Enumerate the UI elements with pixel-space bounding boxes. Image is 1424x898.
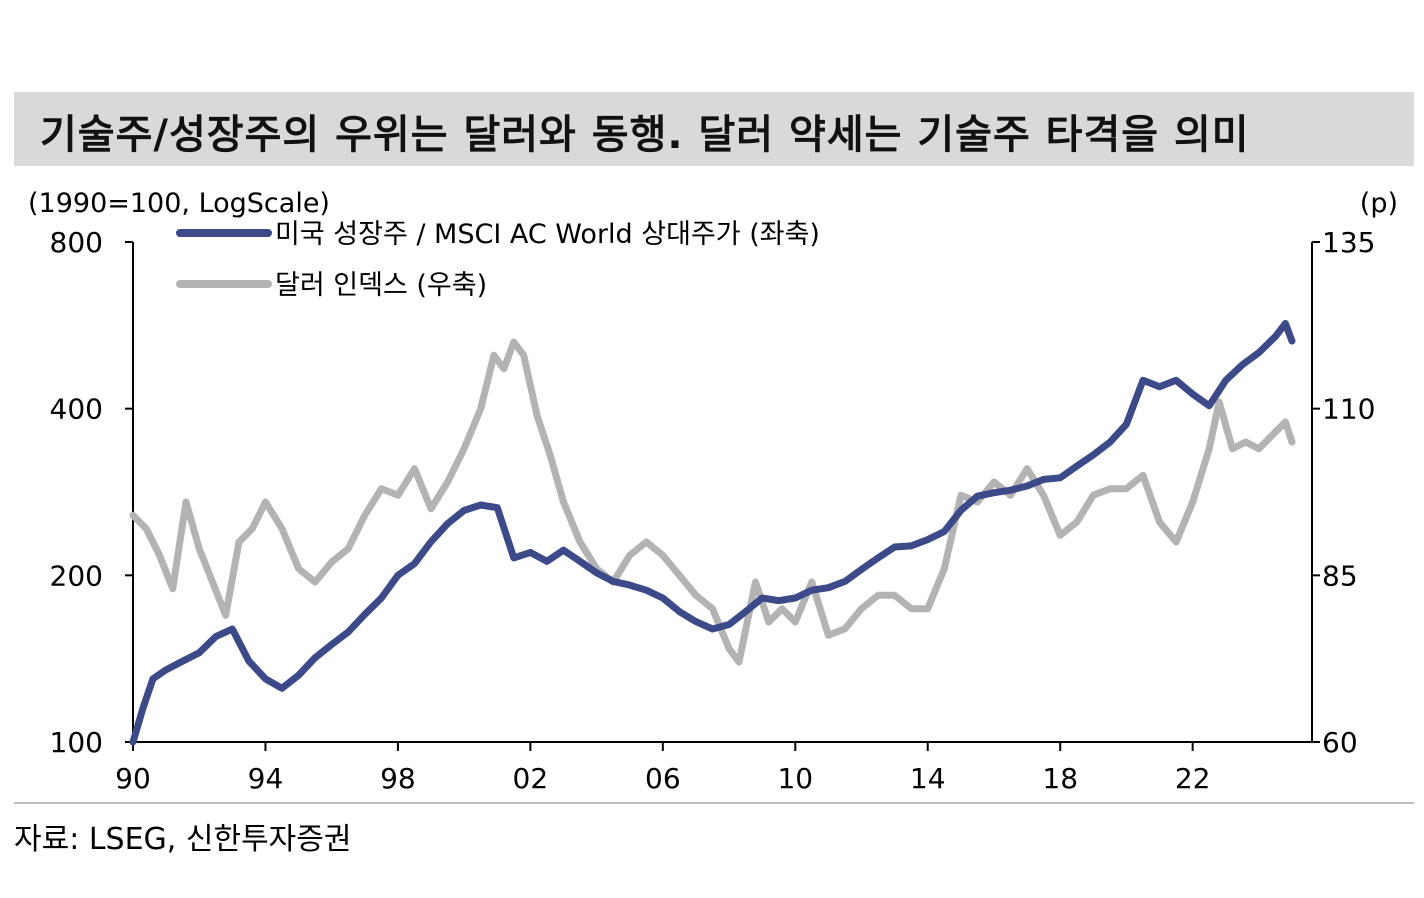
x-axis-tick-label: 10 — [777, 762, 813, 795]
left-axis-tick-label: 200 — [50, 559, 103, 592]
left-axis-label: (1990=100, LogScale) — [28, 188, 330, 219]
dollar-index-line — [129, 338, 1296, 666]
chart-title: 기술주/성장주의 우위는 달러와 동행. 달러 약세는 기술주 타격을 의미 — [40, 112, 1250, 158]
x-axis-tick-label: 14 — [910, 762, 946, 795]
right-axis-tick-label: 110 — [1322, 393, 1375, 426]
right-axis-tick-label: 85 — [1322, 559, 1358, 592]
growth-relative-price-line — [129, 320, 1296, 746]
x-axis-tick-label: 90 — [115, 762, 151, 795]
legend-label-dollar: 달러 인덱스 (우축) — [275, 270, 487, 301]
x-axis-tick-label: 02 — [513, 762, 549, 795]
left-axis-tick-label: 800 — [50, 226, 103, 259]
title-bar: 기술주/성장주의 우위는 달러와 동행. 달러 약세는 기술주 타격을 의미 — [14, 92, 1414, 166]
x-axis-tick-label: 94 — [248, 762, 284, 795]
left-axis-tick-label: 400 — [50, 393, 103, 426]
x-axis-tick-label: 22 — [1175, 762, 1211, 795]
x-axis-tick-label: 98 — [380, 762, 416, 795]
source-note: 자료: LSEG, 신한투자증권 — [14, 822, 352, 857]
right-axis-tick-label: 135 — [1322, 226, 1375, 259]
left-axis-tick-label: 100 — [50, 726, 103, 759]
x-axis-tick-label: 18 — [1042, 762, 1078, 795]
right-axis-label: (p) — [1360, 188, 1398, 219]
source-divider — [14, 802, 1414, 804]
right-axis-tick-label: 60 — [1322, 726, 1358, 759]
legend-label-growth: 미국 성장주 / MSCI AC World 상대주가 (좌축) — [275, 219, 820, 250]
x-axis-tick-label: 06 — [645, 762, 681, 795]
